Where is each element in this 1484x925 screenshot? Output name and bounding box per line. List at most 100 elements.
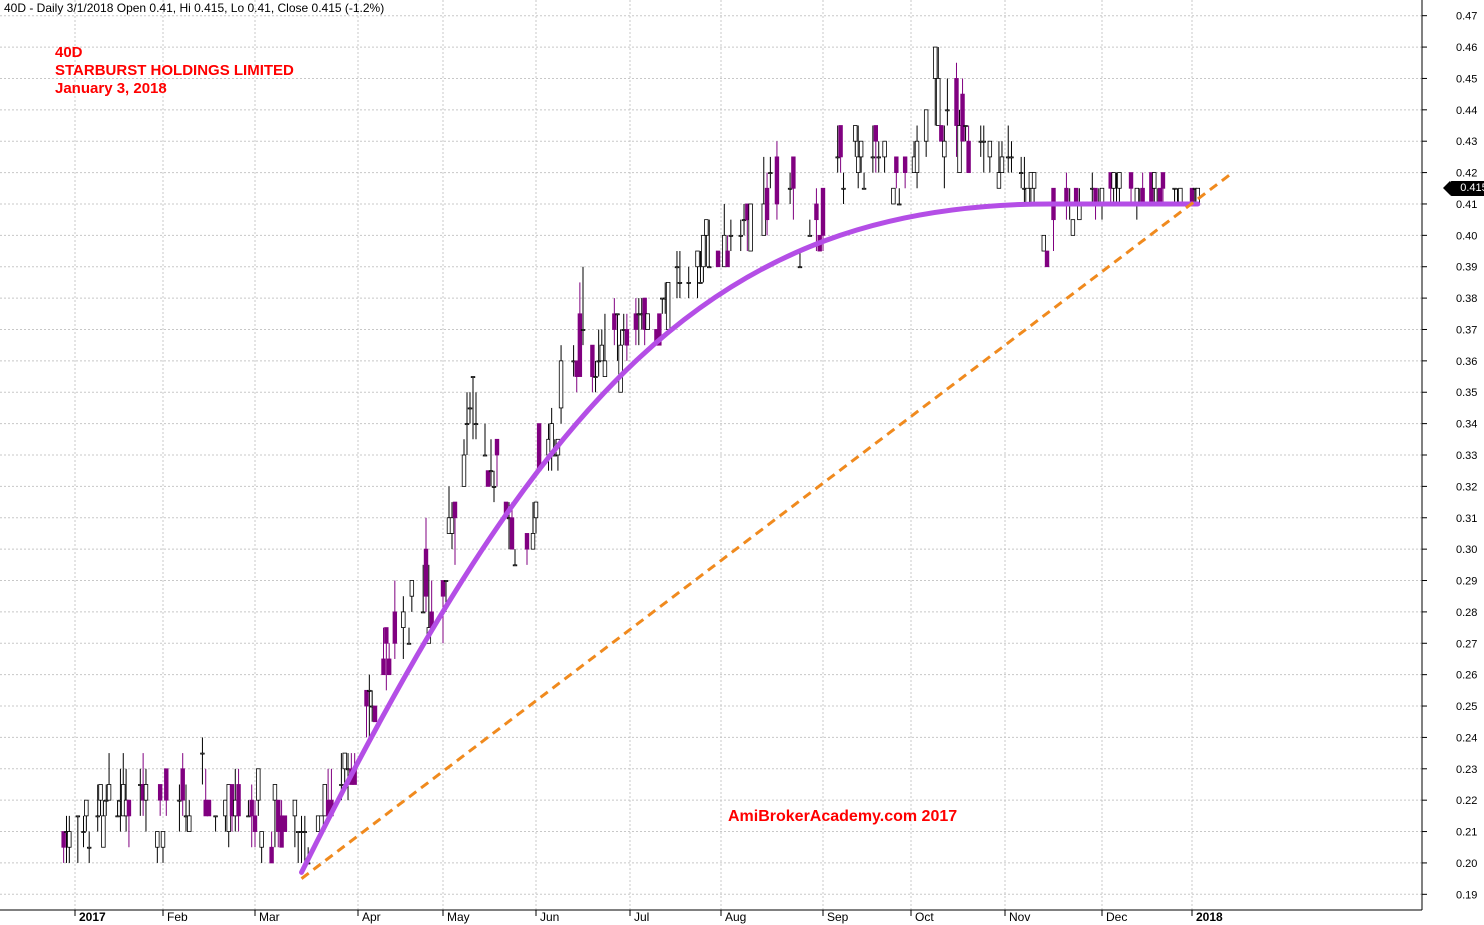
candle-body: [155, 831, 160, 848]
candle-body: [966, 140, 971, 173]
y-tick-label: 0.36: [1456, 356, 1477, 368]
candle-body: [392, 611, 398, 644]
candle-body: [440, 580, 446, 597]
candle-body: [1025, 187, 1030, 205]
candle-body: [1172, 187, 1177, 190]
candle-body: [945, 109, 950, 112]
candle: [482, 423, 488, 457]
candle: [645, 313, 650, 330]
candle: [549, 407, 554, 471]
candle: [1018, 156, 1024, 189]
candle: [707, 219, 712, 269]
candle-body: [512, 564, 518, 567]
orange-trend-line: [300, 171, 1234, 880]
candle-body: [897, 203, 902, 206]
candle: [939, 125, 944, 142]
candle: [302, 815, 308, 863]
candle-body: [665, 282, 671, 330]
candle: [269, 831, 274, 864]
candle: [945, 78, 950, 126]
candle: [157, 784, 163, 816]
candle: [660, 297, 665, 314]
candle: [98, 784, 103, 816]
price-axis-ticks: 0.19 0.20 0.21 0.22 0.23 0.24 0.25 0.26 0.27 0.28…: [1422, 11, 1477, 901]
candle-body: [774, 156, 780, 205]
candle-body: [282, 815, 288, 832]
candle: [963, 125, 968, 142]
x-tick-label: Feb: [167, 910, 188, 924]
candle-body: [1044, 250, 1050, 268]
candle-body: [612, 313, 617, 330]
candle-body: [98, 784, 103, 801]
candle-body: [461, 454, 467, 487]
candle-body: [645, 313, 650, 330]
candle: [1172, 187, 1177, 204]
candle-body: [764, 187, 770, 221]
candle: [853, 125, 858, 157]
candle-body: [488, 470, 494, 473]
candle-body: [485, 470, 491, 487]
candle-body: [509, 517, 515, 550]
candle: [384, 627, 389, 691]
candle: [1025, 187, 1030, 205]
candle-body: [748, 203, 753, 252]
candle: [787, 172, 793, 204]
candle-body: [615, 313, 620, 316]
candle-body: [853, 125, 858, 142]
candle: [246, 800, 251, 818]
y-tick-label: 0.43: [1456, 136, 1477, 148]
candle: [987, 140, 993, 173]
candle-body: [715, 250, 721, 268]
candle: [936, 47, 941, 126]
candle-body: [143, 784, 149, 801]
candle-body: [449, 517, 455, 534]
candle-body: [891, 187, 896, 205]
candle-body: [936, 78, 941, 126]
candle-body: [841, 187, 846, 190]
candle-body: [954, 78, 959, 126]
candle: [596, 329, 601, 377]
candle-body: [86, 846, 92, 849]
candle-body: [381, 658, 386, 676]
x-tick-label: Apr: [362, 910, 381, 924]
candle: [249, 784, 254, 848]
candle: [741, 203, 747, 236]
x-tick-label: Dec: [1106, 910, 1127, 924]
candle: [1031, 172, 1037, 204]
candle-body: [164, 768, 169, 801]
x-tick-label: Jul: [634, 910, 649, 924]
candle: [420, 564, 426, 614]
candle-body: [491, 485, 497, 488]
candle-body: [593, 376, 598, 378]
candle: [1041, 234, 1046, 252]
candle-body: [633, 313, 639, 330]
candle-body: [452, 501, 458, 519]
candle-body: [768, 172, 773, 174]
candle-body: [160, 831, 166, 848]
candle: [602, 313, 608, 377]
candle-body: [963, 125, 968, 127]
grid-lines: [0, 0, 1422, 910]
candle: [838, 125, 843, 173]
candle: [512, 549, 518, 567]
candle: [449, 502, 455, 550]
candle-body: [577, 313, 583, 377]
y-tick-label: 0.31: [1456, 513, 1477, 525]
candle: [590, 344, 595, 393]
candle: [797, 251, 803, 269]
candle-body: [101, 815, 106, 848]
candle: [1051, 187, 1056, 252]
candle: [807, 219, 813, 237]
candle-body: [704, 219, 709, 236]
candle: [876, 141, 881, 173]
candle: [873, 125, 878, 173]
candle-body: [882, 140, 887, 158]
candle: [272, 784, 278, 848]
y-tick-label: 0.38: [1456, 293, 1477, 305]
candle: [999, 141, 1005, 173]
candle: [84, 799, 89, 832]
candle-body: [870, 156, 876, 159]
candle-body: [914, 140, 920, 173]
candle-body: [75, 815, 81, 818]
candle-body: [342, 752, 347, 770]
